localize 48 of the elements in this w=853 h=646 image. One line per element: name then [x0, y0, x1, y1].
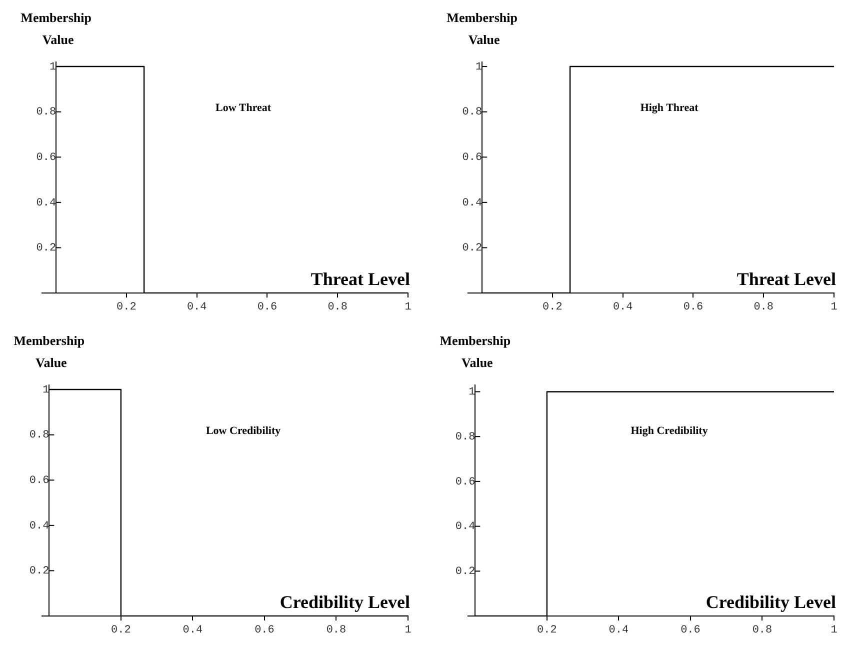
x-axis-title: Threat Level	[310, 269, 410, 289]
x-tick-label: 1	[404, 624, 412, 637]
y-tick-label: 0.8	[29, 430, 50, 442]
x-tick-label: 0.2	[542, 302, 562, 314]
y-axis-title: Membership Value	[14, 333, 85, 370]
y-tick-label: 0.6	[462, 152, 482, 164]
x-tick-label: 0.2	[537, 624, 557, 637]
x-tick-label: 0.4	[186, 302, 208, 314]
y-tick-label: 0.2	[29, 566, 50, 578]
x-tick-label: 0.6	[257, 302, 278, 314]
x-axis-title: Credibility Level	[280, 592, 410, 612]
y-tick-label: 0.8	[455, 431, 476, 444]
y-tick-label: 0.4	[462, 197, 482, 210]
x-tick-label: 0.6	[683, 302, 704, 314]
x-tick-label: 0.4	[612, 302, 634, 314]
x-tick-label: 1	[830, 302, 838, 314]
y-tick-label: 1	[475, 61, 482, 74]
y-axis-title: Membership Value	[446, 10, 518, 47]
annotation: High Threat	[640, 102, 699, 114]
y-tick-label: 0.6	[36, 152, 56, 164]
y-tick-label: 0.6	[29, 475, 50, 488]
x-tick-label: 0.8	[326, 624, 346, 637]
x-tick-label: 0.6	[254, 624, 274, 637]
y-tick-label: 0.6	[455, 476, 476, 488]
x-tick-label: 0.8	[752, 624, 772, 637]
x-tick-label: 0.6	[680, 624, 700, 637]
annotation: Low Threat	[216, 102, 272, 114]
x-tick-label: 0.8	[754, 302, 774, 314]
x-tick-label: 1	[404, 302, 412, 314]
x-tick-label: 0.2	[116, 302, 136, 314]
x-tick-label: 0.4	[182, 624, 203, 637]
y-tick-label: 0.2	[455, 566, 476, 578]
annotation: Low Credibility	[206, 425, 282, 438]
x-tick-label: 0.2	[111, 624, 131, 637]
x-tick-label: 0.8	[328, 302, 348, 314]
y-tick-label: 0.4	[36, 197, 56, 210]
y-tick-label: 0.8	[462, 106, 482, 119]
x-axis-title: Threat Level	[736, 269, 836, 289]
y-tick-label: 0.2	[36, 242, 56, 255]
x-axis-title: Credibility Level	[706, 592, 836, 612]
y-tick-label: 0.2	[462, 242, 482, 255]
y-axis-title: Membership Value	[20, 10, 92, 47]
x-tick-label: 1	[830, 624, 838, 637]
y-axis-title: Membership Value	[440, 333, 511, 370]
y-tick-label: 0.8	[36, 106, 56, 119]
annotation: High Credibility	[630, 425, 708, 438]
y-tick-label: 1	[49, 61, 56, 74]
x-tick-label: 0.4	[608, 624, 629, 637]
